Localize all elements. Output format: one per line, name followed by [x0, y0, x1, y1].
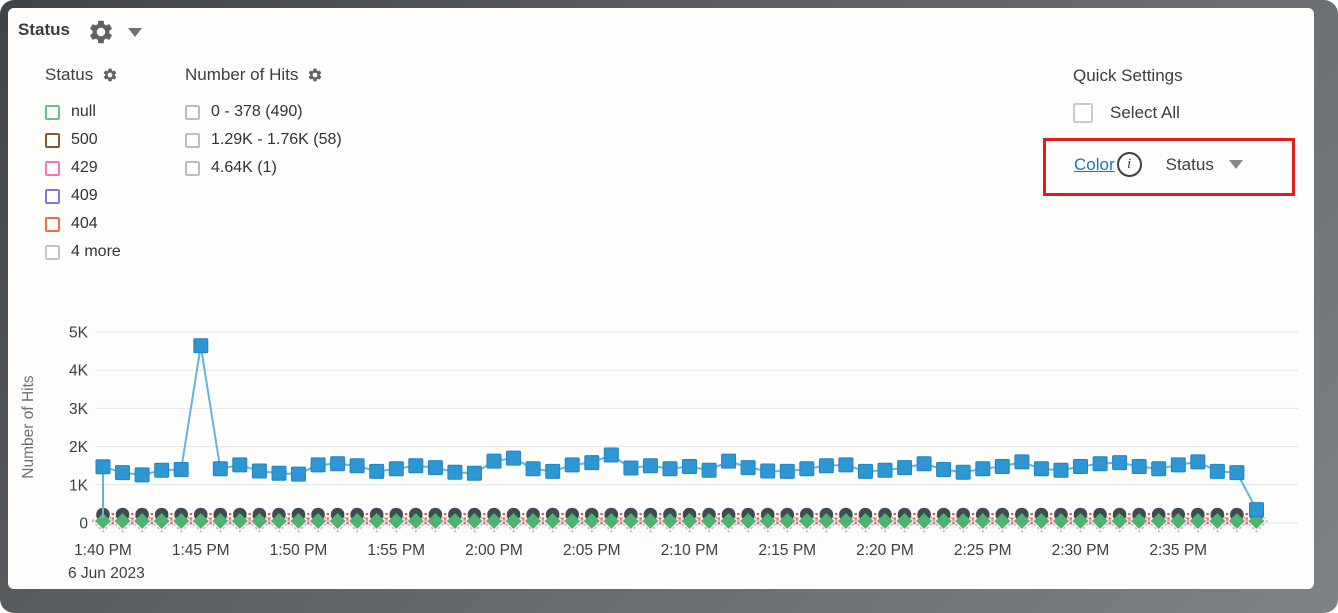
- filter-checkbox[interactable]: [185, 160, 200, 176]
- color-link[interactable]: Color: [1074, 154, 1115, 174]
- grid: [95, 331, 1298, 524]
- info-icon[interactable]: i: [1116, 152, 1142, 177]
- filter-item: 1.29K - 1.76K (58): [185, 126, 342, 154]
- svg-text:2:05 PM: 2:05 PM: [563, 542, 621, 559]
- svg-text:2:25 PM: 2:25 PM: [954, 542, 1012, 559]
- filter-checkbox[interactable]: [185, 104, 200, 120]
- svg-text:5K: 5K: [69, 325, 89, 342]
- svg-text:2:10 PM: 2:10 PM: [661, 542, 719, 559]
- y-axis-title: Number of Hits: [20, 375, 37, 479]
- panel-background: [8, 8, 1314, 589]
- status-filter-title: Status: [45, 65, 94, 84]
- svg-text:0: 0: [79, 516, 88, 533]
- hits-square-markers[interactable]: [95, 338, 1264, 518]
- filter-checkbox[interactable]: [45, 104, 60, 120]
- x-axis-date-label: 6 Jun 2023: [68, 565, 145, 582]
- filter-checkbox[interactable]: [45, 160, 60, 176]
- filter-item-label: 0 - 378 (490): [211, 103, 303, 120]
- svg-text:1:45 PM: 1:45 PM: [172, 542, 230, 559]
- svg-text:1:40 PM: 1:40 PM: [74, 542, 132, 559]
- filter-item: 4.64K (1): [185, 154, 342, 182]
- hits-filter-header: Number of Hits: [185, 65, 323, 85]
- filter-checkbox[interactable]: [45, 216, 60, 232]
- filter-checkbox[interactable]: [185, 132, 200, 148]
- x-axis: 1:40 PM 1:45 PM 1:50 PM 1:55 PM 2:00 PM 2:05 …: [74, 542, 1207, 559]
- svg-text:1:55 PM: 1:55 PM: [367, 542, 425, 559]
- filter-checkbox[interactable]: [45, 132, 60, 148]
- filter-item-label: 1.29K - 1.76K (58): [211, 131, 342, 148]
- svg-text:1K: 1K: [69, 477, 89, 494]
- chevron-down-icon[interactable]: [128, 28, 142, 37]
- color-by-chevron-down-icon[interactable]: [1228, 160, 1243, 169]
- filter-checkbox[interactable]: [45, 244, 60, 260]
- hits-filter-list: 0 - 378 (490) 1.29K - 1.76K (58) 4.64K (1): [185, 98, 342, 182]
- status-filter-header: Status: [45, 65, 118, 85]
- svg-text:2:20 PM: 2:20 PM: [856, 542, 914, 559]
- status-filter-list: null 500 429 409 404 4 more: [45, 98, 121, 266]
- filter-item: null: [45, 98, 121, 126]
- settings-gear-icon[interactable]: [87, 18, 115, 46]
- filter-item: 0 - 378 (490): [185, 98, 342, 126]
- svg-text:2:00 PM: 2:00 PM: [465, 542, 523, 559]
- select-all-checkbox[interactable]: [1073, 103, 1093, 123]
- filter-item-label: null: [71, 103, 96, 120]
- page-title: Status: [18, 20, 70, 39]
- zero-marker-clusters[interactable]: [91, 507, 1269, 533]
- filter-item: 500: [45, 126, 121, 154]
- filter-checkbox[interactable]: [45, 188, 60, 204]
- hits-line: [102, 344, 1258, 518]
- svg-text:2:35 PM: 2:35 PM: [1149, 542, 1207, 559]
- filter-item-label: 409: [71, 187, 98, 204]
- filter-item-label: 500: [71, 131, 98, 148]
- y-axis: 0 1K 2K 3K 4K 5K: [69, 325, 89, 533]
- select-all-label: Select All: [1110, 103, 1180, 122]
- svg-text:2:30 PM: 2:30 PM: [1052, 542, 1110, 559]
- annotation-highlight-box: [1043, 138, 1295, 196]
- filter-item: 409: [45, 182, 121, 210]
- filter-item: 429: [45, 154, 121, 182]
- hits-filter-gear-icon[interactable]: [307, 67, 323, 83]
- filter-item-label: 4 more: [71, 243, 121, 260]
- filter-item: 4 more: [45, 238, 121, 266]
- svg-text:2:15 PM: 2:15 PM: [758, 542, 816, 559]
- svg-text:2K: 2K: [69, 439, 89, 456]
- select-all-row: Select All: [1073, 103, 1180, 123]
- color-by-row: Color i Status: [1074, 152, 1243, 177]
- quick-settings-title: Quick Settings: [1073, 66, 1183, 85]
- svg-text:4K: 4K: [69, 363, 89, 380]
- filter-item-label: 429: [71, 159, 98, 176]
- filter-item-label: 404: [71, 215, 98, 232]
- hits-filter-title: Number of Hits: [185, 65, 299, 84]
- color-by-value[interactable]: Status: [1165, 154, 1214, 174]
- svg-text:1:50 PM: 1:50 PM: [270, 542, 328, 559]
- filter-item-label: 4.64K (1): [211, 159, 277, 176]
- svg-text:3K: 3K: [69, 401, 89, 418]
- filter-item: 404: [45, 210, 121, 238]
- status-filter-gear-icon[interactable]: [102, 67, 118, 83]
